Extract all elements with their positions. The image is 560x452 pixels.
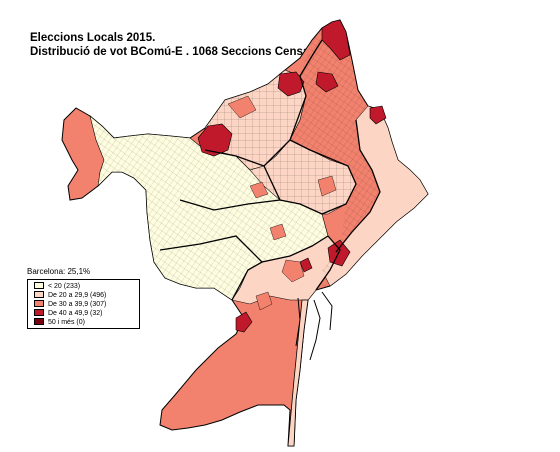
- patch-40-50: [321, 19, 351, 61]
- legend-swatch: [34, 300, 44, 308]
- legend: < 20 (233) De 20 a 29,9 (496) De 30 a 39…: [27, 279, 140, 329]
- title-line-2: Distribució de vot BComú-E . 1068 Seccio…: [30, 46, 319, 58]
- legend-item: De 20 a 29,9 (496): [34, 291, 106, 300]
- legend-label: < 20 (233): [48, 283, 81, 290]
- legend-label: De 30 a 39,9 (307): [48, 301, 107, 308]
- legend-swatch: [34, 318, 44, 326]
- legend-swatch: [34, 282, 44, 290]
- city-average: Barcelona: 25,1%: [27, 267, 91, 276]
- legend-label: De 20 a 29,9 (496): [48, 292, 107, 299]
- legend-label: 50 i més (0): [48, 319, 85, 326]
- legend-item: 50 i més (0): [34, 318, 85, 327]
- legend-swatch: [34, 291, 44, 299]
- legend-swatch: [34, 309, 44, 317]
- legend-item: De 30 a 39,9 (307): [34, 300, 106, 309]
- title-line-1: Eleccions Locals 2015.: [30, 32, 156, 44]
- legend-item: De 40 a 49,9 (32): [34, 309, 102, 318]
- map-title: Eleccions Locals 2015. Distribució de vo…: [30, 31, 319, 59]
- legend-item: < 20 (233): [34, 282, 80, 291]
- legend-label: De 40 a 49,9 (32): [48, 310, 103, 317]
